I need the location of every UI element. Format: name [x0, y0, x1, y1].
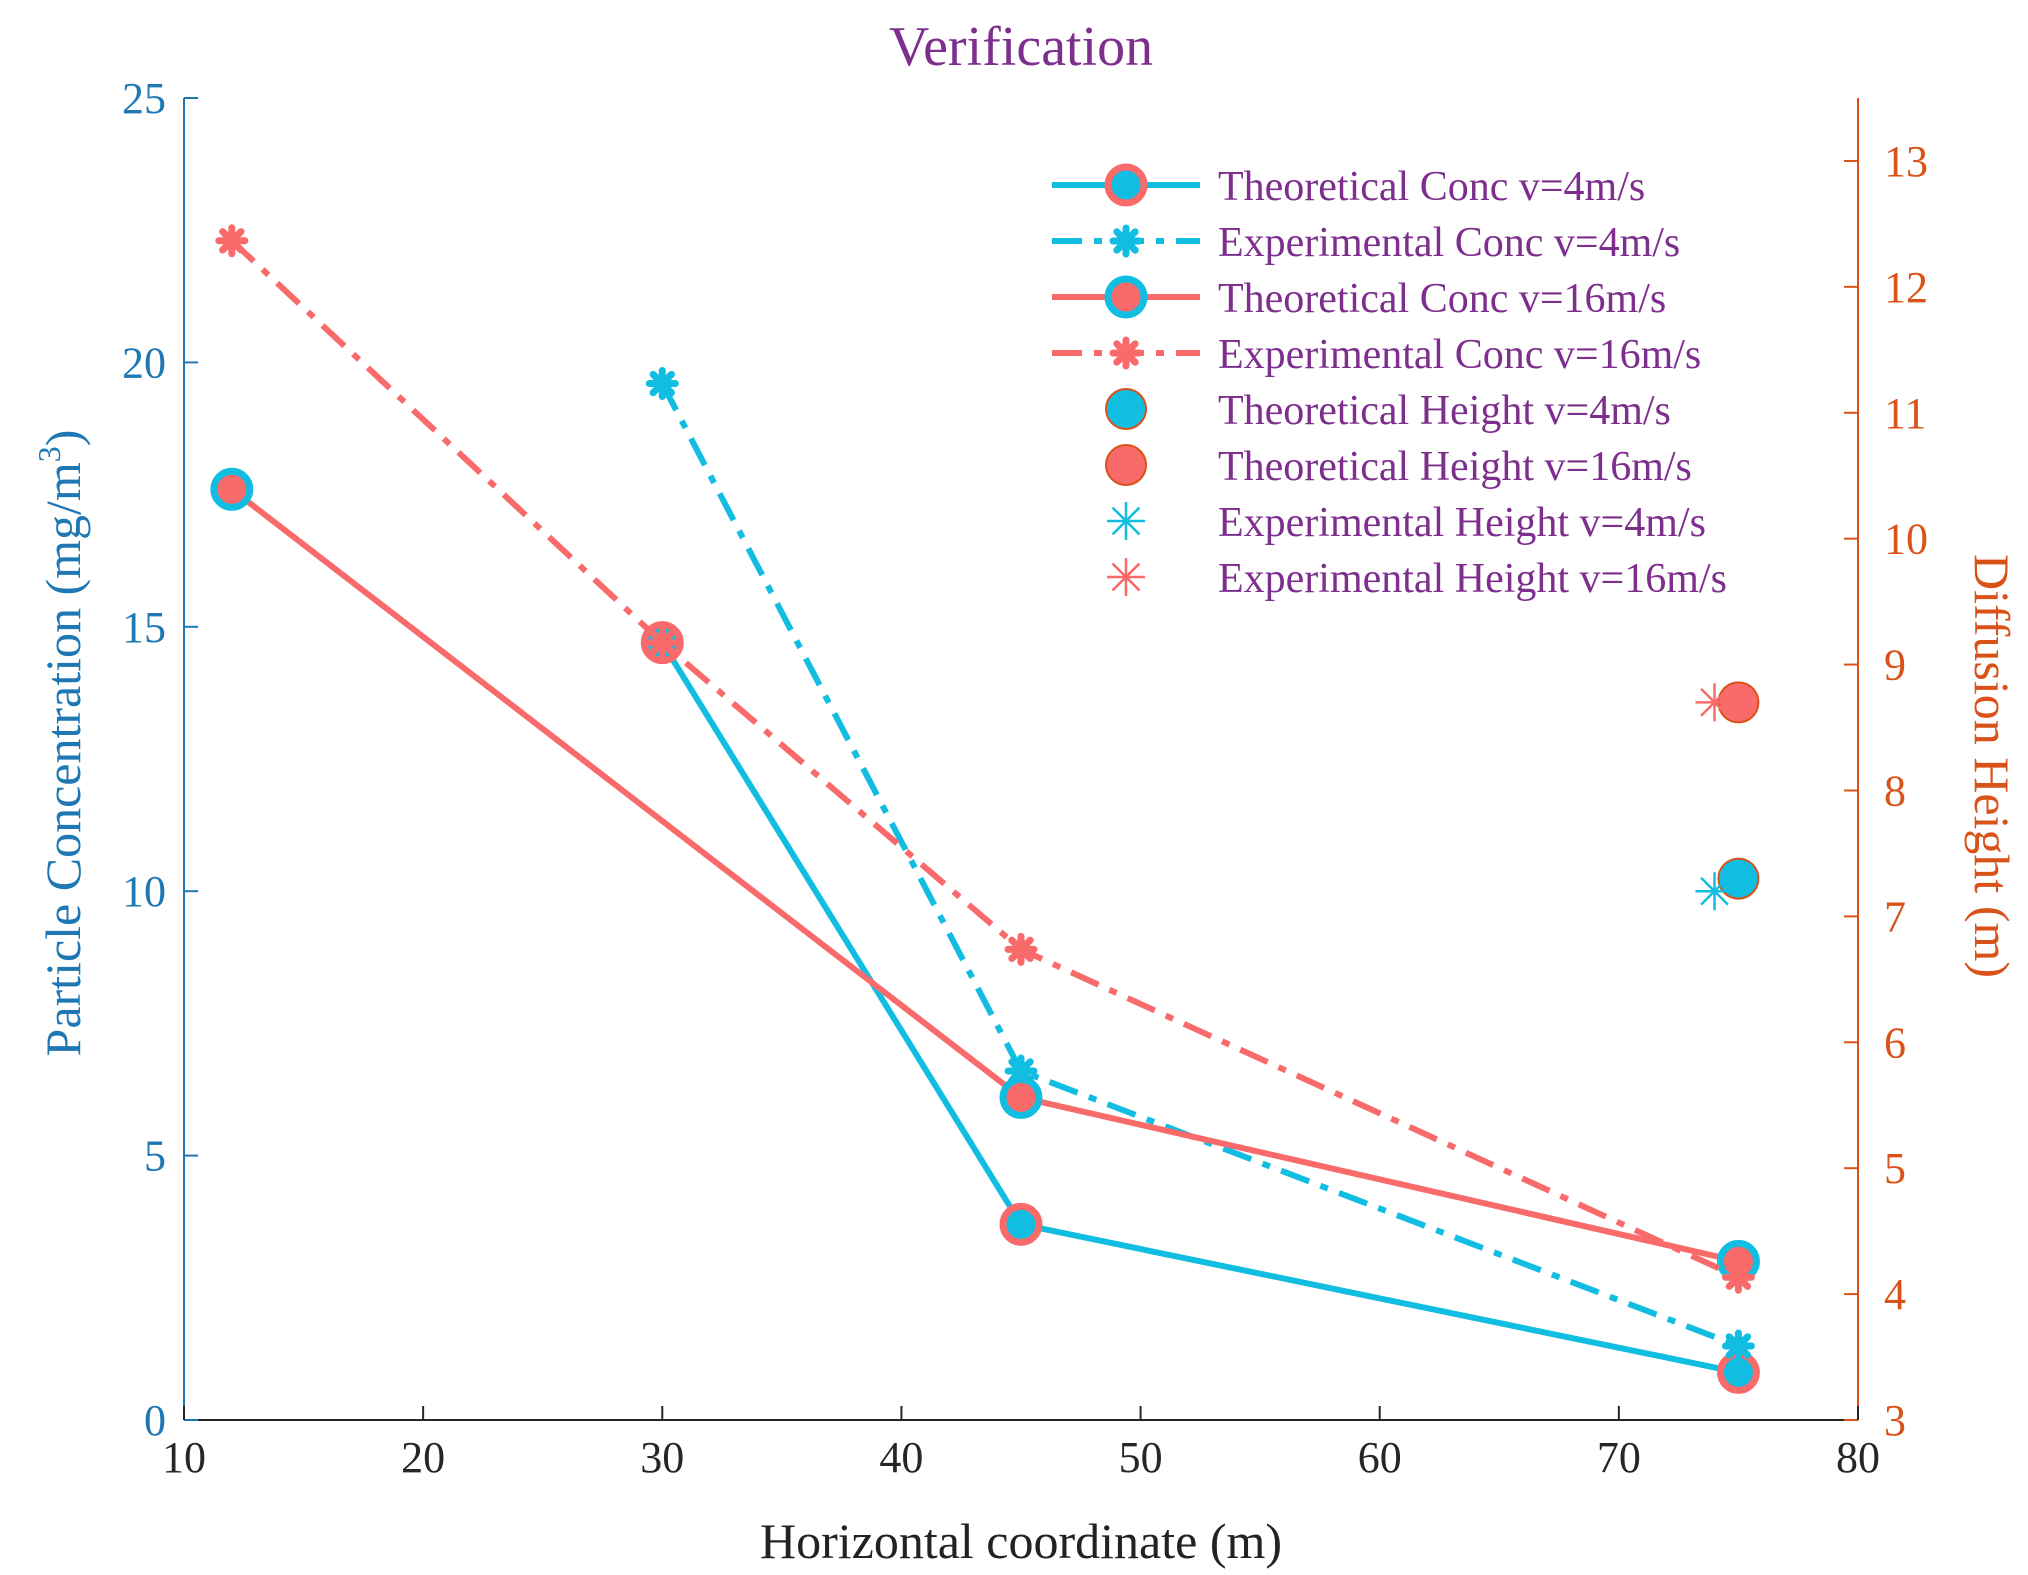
data-point: [215, 224, 249, 258]
x-tick-label: 70: [1597, 1433, 1641, 1482]
legend-item: Experimental Height v=4m/s: [1107, 500, 1706, 546]
marker-stroke: [1725, 1333, 1752, 1359]
right-tick-label: 9: [1884, 641, 1906, 690]
legend-marker: [1105, 444, 1147, 486]
marker-stroke: [1113, 340, 1139, 366]
data-point: [999, 1202, 1043, 1246]
legend-marker: [1107, 558, 1145, 596]
marker-stroke: [1725, 1264, 1752, 1290]
x-tick-label: 10: [162, 1433, 206, 1482]
x-tick-label: 20: [401, 1433, 445, 1482]
legend-label: Theoretical Conc v=4m/s: [1218, 164, 1645, 210]
marker-stroke: [1111, 506, 1141, 536]
marker-stroke: [1700, 876, 1729, 906]
right-tick-label: 8: [1884, 766, 1906, 815]
left-tick-label: 15: [122, 603, 166, 652]
data-point: [1695, 683, 1734, 722]
legend-marker: [1109, 224, 1143, 258]
left-axis-ticks: 0 5 10 15 20 25: [122, 74, 198, 1445]
legend-label: Experimental Conc v=16m/s: [1218, 332, 1701, 378]
marker-stroke: [219, 228, 245, 254]
legend-marker: [1104, 163, 1148, 207]
x-tick-label: 80: [1836, 1433, 1880, 1482]
legend-marker: [1105, 388, 1147, 430]
chart-title: Verification: [889, 16, 1153, 78]
legend-label: Theoretical Height v=4m/s: [1218, 388, 1671, 434]
legend-item: Theoretical Height v=16m/s: [1105, 444, 1692, 490]
legend-label: Theoretical Height v=16m/s: [1218, 444, 1692, 490]
left-tick-label: 25: [122, 74, 166, 123]
series-line: [229, 238, 1740, 1280]
x-tick-label: 30: [640, 1433, 684, 1482]
data-point: [1695, 872, 1734, 911]
series-line: [659, 382, 1740, 1349]
left-tick-label: 0: [144, 1396, 166, 1445]
data-point: [999, 1075, 1043, 1119]
left-axis-label: Particle Concentration (mg/m3): [31, 430, 91, 1057]
left-tick-label: 20: [122, 338, 166, 387]
right-tick-label: 3: [1884, 1396, 1906, 1445]
series-7: [1695, 872, 1734, 911]
left-axis-label-superscript: 3: [31, 446, 67, 462]
marker-stroke: [1008, 936, 1034, 963]
right-tick-label: 7: [1884, 892, 1906, 941]
left-tick-label: 10: [122, 867, 166, 916]
marker-stroke: [1111, 562, 1141, 592]
x-tick-label: 60: [1358, 1433, 1402, 1482]
marker-stroke: [1113, 228, 1139, 254]
legend-label: Experimental Height v=4m/s: [1218, 500, 1706, 546]
series-5: [1717, 857, 1760, 900]
right-tick-label: 5: [1884, 1144, 1906, 1193]
right-axis-ticks: 3 4 5 6 7 8 9 10 11 12 13: [1844, 137, 1928, 1445]
series-4: [215, 224, 1755, 1294]
legend: Theoretical Conc v=4m/s Experimental Conc…: [1052, 163, 1727, 602]
legend-marker: [1107, 502, 1145, 540]
data-point: [645, 367, 679, 401]
plot-frame: [183, 98, 1859, 1421]
left-axis-label-main: Particle Concentration (mg/m: [35, 462, 91, 1056]
legend-marker: [1104, 275, 1148, 319]
data-point: [210, 467, 254, 511]
data-point: [645, 626, 679, 660]
data-point: [1717, 857, 1760, 900]
marker-stroke: [649, 370, 675, 397]
marker-stroke: [649, 629, 675, 656]
legend-label: Theoretical Conc v=16m/s: [1218, 276, 1666, 322]
series-8: [1695, 683, 1734, 722]
data-point: [1004, 932, 1038, 966]
right-tick-label: 12: [1884, 263, 1928, 312]
legend-item: Experimental Conc v=4m/s: [1052, 220, 1680, 266]
x-tick-label: 50: [1119, 1433, 1163, 1482]
x-tick-label: 40: [879, 1433, 923, 1482]
x-axis-ticks: 10 20 30 40 50 60 70 80: [162, 1406, 1880, 1482]
legend-label: Experimental Height v=16m/s: [1218, 556, 1727, 602]
left-tick-label: 5: [144, 1132, 166, 1181]
series-layer: [210, 224, 1760, 1394]
right-tick-label: 4: [1884, 1270, 1906, 1319]
right-tick-label: 11: [1884, 389, 1926, 438]
data-point: [1721, 1260, 1755, 1294]
legend-item: Experimental Conc v=16m/s: [1052, 332, 1701, 378]
x-axis-label: Horizontal coordinate (m): [760, 1513, 1282, 1569]
data-point: [1721, 1329, 1755, 1363]
legend-item: Experimental Height v=16m/s: [1107, 556, 1727, 602]
right-axis-label: Diffusion Height (m): [1964, 554, 2020, 978]
right-tick-label: 10: [1884, 515, 1928, 564]
legend-item: Theoretical Height v=4m/s: [1105, 388, 1671, 434]
marker-stroke: [1700, 688, 1729, 717]
legend-label: Experimental Conc v=4m/s: [1218, 220, 1680, 266]
legend-item: Theoretical Conc v=16m/s: [1052, 275, 1666, 322]
legend-item: Theoretical Conc v=4m/s: [1052, 163, 1645, 210]
legend-marker: [1109, 336, 1143, 370]
left-axis-label-close: ): [35, 430, 91, 447]
right-tick-label: 6: [1884, 1018, 1906, 1067]
right-tick-label: 13: [1884, 137, 1928, 186]
